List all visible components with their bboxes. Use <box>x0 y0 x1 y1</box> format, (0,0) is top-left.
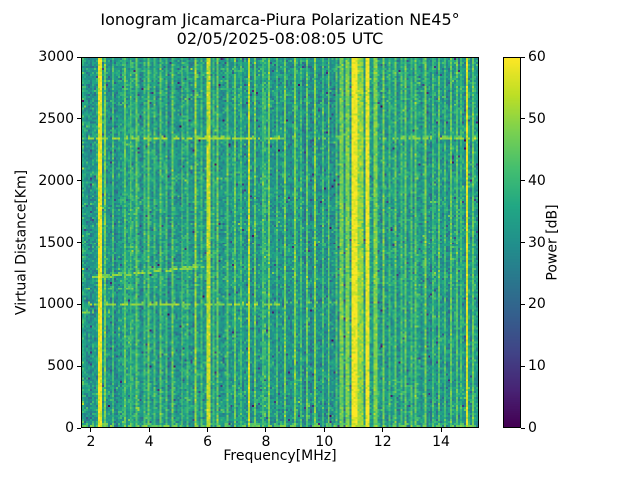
colorbar-tick-label: 40 <box>528 172 546 189</box>
colorbar-tick-label: 20 <box>528 296 546 313</box>
y-tick-label: 1000 <box>38 296 74 313</box>
colorbar-tick-label: 30 <box>528 234 546 251</box>
tick-mark <box>521 242 525 243</box>
y-tick-label: 500 <box>47 358 74 375</box>
colorbar-tick-label: 50 <box>528 110 546 127</box>
colorbar-gradient <box>504 58 520 427</box>
chart-title-line2: 02/05/2025-08:08:05 UTC <box>176 28 384 48</box>
y-tick-label: 3000 <box>38 49 74 65</box>
tick-mark <box>521 56 525 58</box>
x-tick-label: 10 <box>315 434 334 450</box>
tick-mark <box>77 56 81 58</box>
x-tick-label: 8 <box>261 434 271 450</box>
chart-title: Ionogram Jicamarca-Piura Polarization NE… <box>0 10 560 48</box>
tick-mark <box>148 428 150 432</box>
tick-mark <box>207 428 209 432</box>
tick-mark <box>323 428 325 432</box>
tick-mark <box>521 180 525 182</box>
tick-mark <box>382 428 384 432</box>
ionogram-heatmap <box>82 58 478 427</box>
y-tick-label: 1500 <box>38 234 74 251</box>
tick-mark <box>77 180 81 182</box>
chart-title-line1: Ionogram Jicamarca-Piura Polarization NE… <box>100 10 460 29</box>
y-tick-label: 0 <box>65 420 74 436</box>
y-axis-label: Virtual Distance[Km] <box>13 169 30 316</box>
x-tick-label: 6 <box>203 434 213 450</box>
y-tick-label: 2000 <box>38 172 74 189</box>
x-tick-label: 14 <box>432 434 450 450</box>
tick-mark <box>77 303 81 305</box>
plot-area <box>81 57 479 428</box>
tick-mark <box>77 242 81 243</box>
tick-mark <box>521 427 525 429</box>
y-tick-label: 2500 <box>38 110 74 127</box>
tick-mark <box>265 428 267 432</box>
tick-mark <box>90 428 92 432</box>
x-tick-label: 12 <box>373 434 392 450</box>
colorbar-tick-label: 0 <box>528 420 537 436</box>
tick-mark <box>77 427 81 429</box>
x-axis-label: Frequency[MHz] <box>223 448 337 464</box>
tick-mark <box>521 365 525 367</box>
tick-mark <box>77 365 81 367</box>
colorbar-tick-label: 10 <box>528 358 546 375</box>
tick-mark <box>440 428 442 432</box>
colorbar-label: Power [dB] <box>544 204 561 281</box>
tick-mark <box>521 303 525 305</box>
tick-mark <box>521 118 525 120</box>
x-tick-label: 4 <box>144 434 154 450</box>
colorbar <box>503 57 521 428</box>
colorbar-tick-label: 60 <box>528 49 546 65</box>
x-tick-label: 2 <box>86 434 96 450</box>
tick-mark <box>77 118 81 120</box>
